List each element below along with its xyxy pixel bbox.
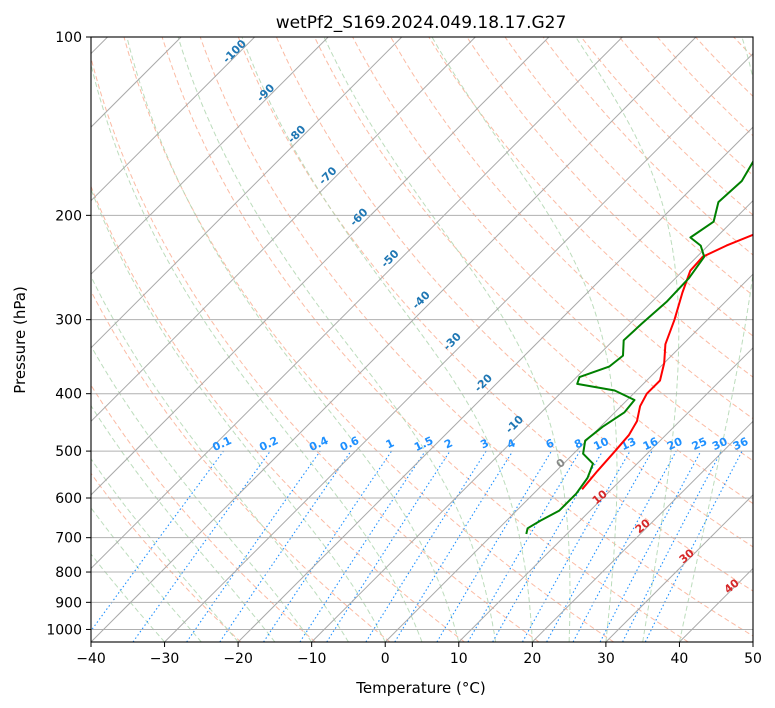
isotherm-line: [91, 37, 697, 642]
isotherm-line: [458, 347, 753, 642]
moist-adiabat-line: [241, 37, 533, 642]
dry-adiabat-line: [199, 37, 753, 637]
x-tick-label: 40: [671, 651, 689, 667]
mixing-ratio-line: [644, 450, 743, 642]
y-tick-label: 300: [55, 313, 82, 329]
mixing-ratio-line: [522, 450, 631, 642]
mixing-ratio-line: [132, 450, 271, 642]
x-tick-label: −20: [223, 651, 253, 667]
y-tick-label: 500: [55, 444, 82, 460]
moist-adiabat-line: [678, 37, 753, 642]
mixing-ratio-label: 36: [731, 435, 751, 453]
axes-ticks: −40 −30 −20 −10 0 10 20 30 40 50 100 200 300 400 500 60…: [46, 30, 762, 667]
mixing-ratio-line: [546, 450, 653, 642]
dry-adiabat-line: [314, 37, 753, 505]
isotherm-line: [311, 199, 753, 642]
mixing-ratio-line: [91, 450, 224, 632]
dry-adiabat-line: [91, 185, 465, 642]
y-tick-label: 700: [55, 531, 82, 547]
x-tick-label: 20: [523, 651, 541, 667]
chart-title: wetPf2_S169.2024.049.18.17.G27: [276, 13, 567, 33]
isotherm-line: [91, 37, 623, 570]
y-tick-label: 800: [55, 565, 82, 581]
x-tick-label: 10: [450, 651, 468, 667]
mixing-ratio-line: [572, 450, 677, 642]
isotherm-line: [91, 37, 550, 496]
moist-adiabat-line: [91, 188, 386, 642]
moist-adiabat-line: [575, 37, 680, 642]
moist-adiabat-line: [91, 404, 276, 642]
dewpoint-profile-line: [525, 159, 753, 535]
isotherm-line: [91, 37, 403, 349]
mixing-ratio-line: [299, 450, 426, 642]
y-tick-label: 900: [55, 595, 82, 611]
moist-adiabat-line: [91, 275, 349, 642]
x-tick-label: 0: [381, 651, 390, 667]
moist-adiabat-line: [91, 62, 423, 642]
mixing-ratio-label: 13: [619, 435, 638, 453]
x-tick-label: −10: [297, 651, 327, 667]
x-tick-label: −40: [76, 651, 106, 667]
x-tick-label: 50: [744, 651, 762, 667]
mixing-ratio-label: 20: [665, 435, 685, 453]
dry-adiabat-line: [390, 37, 753, 420]
isotherm-line: [164, 52, 753, 642]
y-tick-label: 600: [55, 491, 82, 507]
mixing-ratio-label: 10: [591, 435, 611, 453]
moist-adiabat-line: [431, 37, 618, 642]
moist-adiabat-line: [323, 37, 571, 642]
isotherm-line: [605, 494, 753, 642]
moist-adiabat-line: [126, 37, 460, 642]
dry-adiabat-line: [91, 384, 316, 642]
mixing-ratio-line: [219, 450, 352, 642]
isotherm-line: [91, 37, 329, 275]
dry-adiabat-line: [504, 37, 753, 297]
dry-adiabat-line: [91, 472, 242, 642]
y-tick-label: 1000: [46, 622, 82, 638]
mixing-ratio-line: [394, 450, 514, 642]
dry-adiabat-line: [237, 37, 753, 592]
mixing-ratio-label: 16: [641, 435, 661, 453]
isotherm-line: [91, 37, 476, 423]
dry-adiabat-line: [91, 55, 540, 642]
isotherm-line: [91, 37, 256, 202]
isotherm-line: [384, 273, 753, 642]
y-axis-label: Pressure (hPa): [11, 286, 29, 394]
dry-adiabat-line: [352, 37, 753, 462]
plot-frame: [90, 36, 754, 643]
mixing-ratio-line: [186, 450, 321, 642]
x-tick-label: 30: [597, 651, 615, 667]
mixing-ratio-label: 30: [710, 435, 730, 453]
dry-adiabat-line: [161, 37, 689, 642]
isotherm-line: [237, 126, 753, 642]
x-axis-label: Temperature (°C): [355, 679, 485, 697]
plot-area: -100-90-80-70-60-50-40-30-20-100.1 0.2 0.4…: [91, 37, 753, 642]
mixing-ratio-line: [326, 450, 451, 642]
isotherm-line: [531, 420, 753, 642]
moist-adiabat-line: [91, 457, 239, 642]
mixing-ratio-label: 25: [690, 435, 709, 453]
dry-adiabat-line: [428, 37, 753, 378]
y-tick-label: 200: [55, 208, 82, 224]
y-tick-label: 400: [55, 387, 82, 403]
mixing-ratio-line: [263, 450, 392, 642]
dry-adiabat-line: [91, 290, 391, 642]
y-tick-label: 100: [55, 30, 82, 46]
moist-adiabat-line: [177, 37, 497, 642]
x-tick-label: −30: [150, 651, 180, 667]
dry-adiabat-line: [123, 37, 614, 642]
